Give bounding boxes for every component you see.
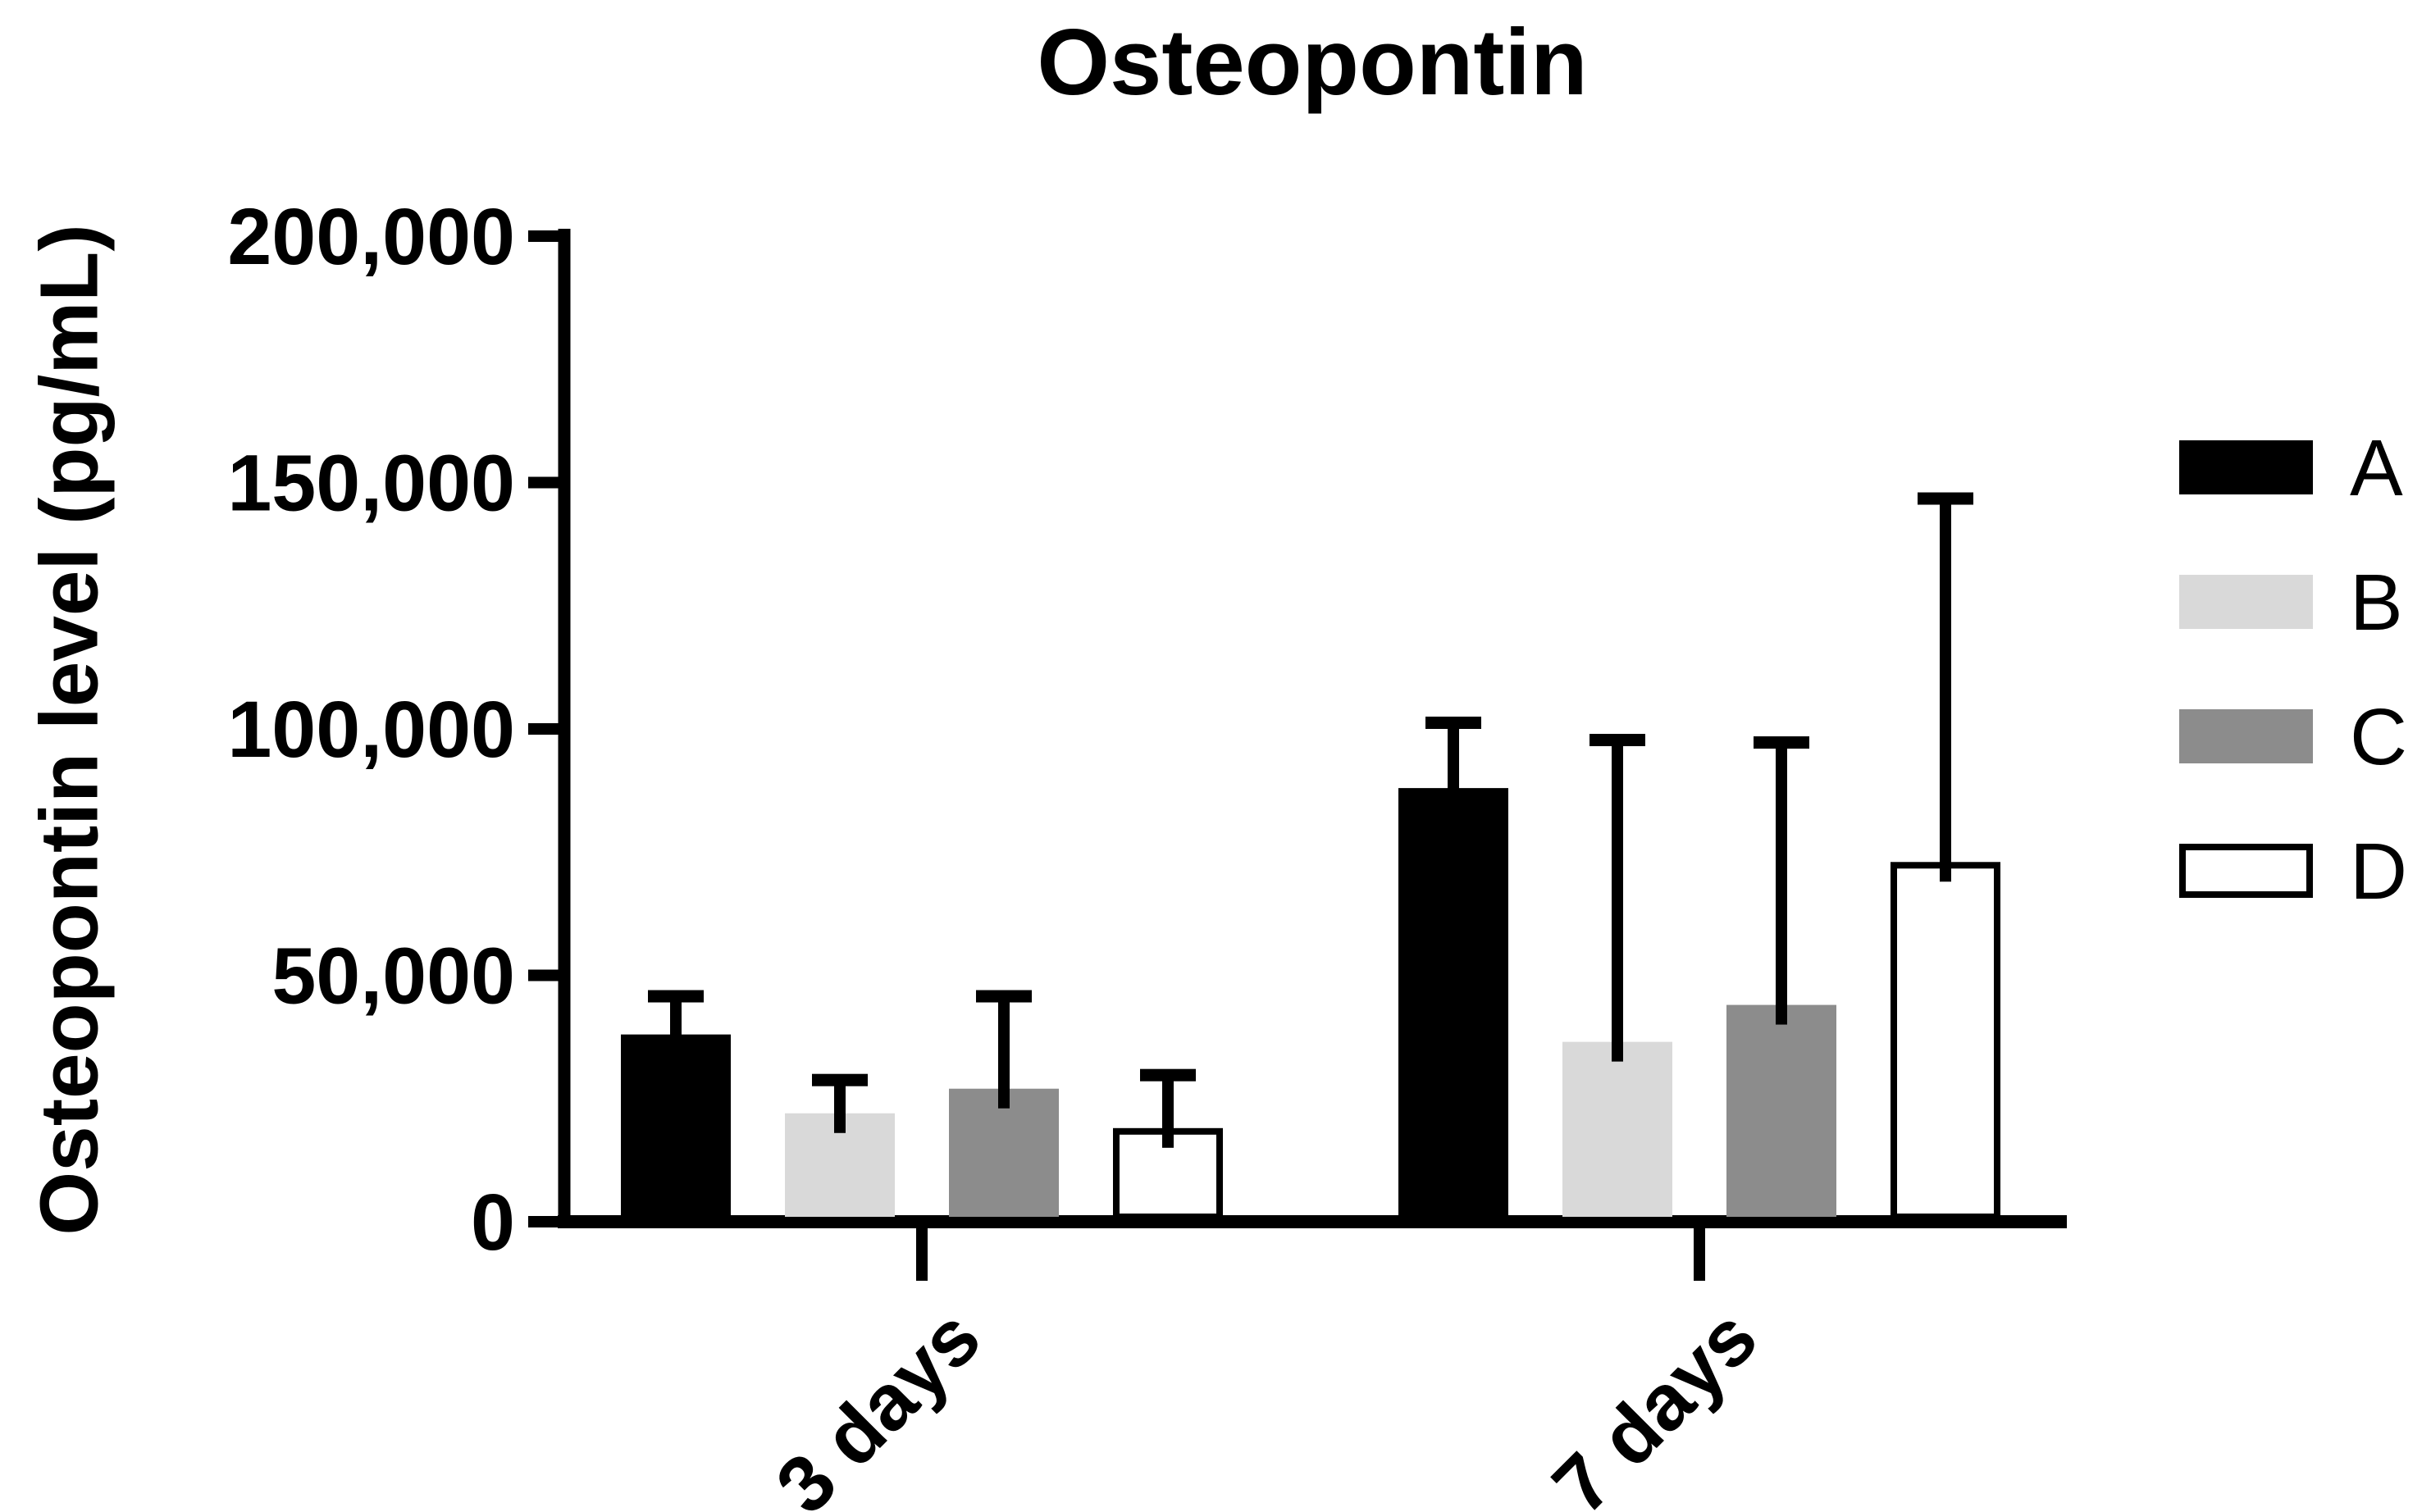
legend-label-B: B (2350, 557, 2403, 647)
y-tick-label: 150,000 (227, 439, 515, 528)
legend-row-C: C (2179, 697, 2407, 776)
error-bar-cap-B (812, 1073, 868, 1086)
legend-row-A: A (2179, 428, 2407, 508)
bar-C-3days (949, 1088, 1059, 1217)
legend-label-A: A (2350, 422, 2403, 512)
chart-title: Osteopontin (1037, 11, 1588, 115)
y-tick-label: 100,000 (227, 685, 515, 774)
error-bar-cap-D (1140, 1068, 1196, 1082)
error-bar-stem-D (1162, 1072, 1174, 1148)
y-tick-label: 0 (471, 1177, 515, 1267)
error-bar-cap-C (1754, 736, 1809, 749)
error-bar-cap-B (1590, 734, 1645, 747)
bar-C-7days (1726, 1004, 1836, 1217)
error-bar-cap-C (976, 990, 1032, 1003)
error-bar-cap-A (648, 990, 704, 1003)
error-bar-stem-A (670, 993, 682, 1054)
legend-swatch-D (2179, 844, 2313, 898)
legend-swatch-C (2179, 709, 2313, 763)
legend-swatch-B (2179, 575, 2313, 629)
error-bar-cap-A (1425, 716, 1481, 729)
legend-label-C: C (2350, 691, 2408, 781)
error-bar-cap-D (1918, 492, 1973, 505)
error-bar-stem-C (1776, 740, 1787, 1025)
error-bar-stem-B (1612, 737, 1623, 1062)
error-bar-stem-D (1940, 495, 1951, 882)
y-tick-label: 50,000 (271, 931, 515, 1021)
bar-A-3days (621, 1034, 731, 1217)
error-bar-stem-A (1448, 719, 1459, 808)
legend-row-D: D (2179, 831, 2407, 911)
y-tick-label: 200,000 (227, 192, 515, 281)
error-bar-stem-C (998, 993, 1010, 1109)
bar-B-7days (1562, 1041, 1672, 1217)
legend-label-D: D (2350, 826, 2408, 916)
bar-A-7days (1398, 788, 1508, 1217)
legend-swatch-A (2179, 440, 2313, 494)
bar-D-7days (1891, 862, 2000, 1221)
legend-row-B: B (2179, 562, 2407, 642)
error-bar-stem-B (834, 1077, 846, 1133)
